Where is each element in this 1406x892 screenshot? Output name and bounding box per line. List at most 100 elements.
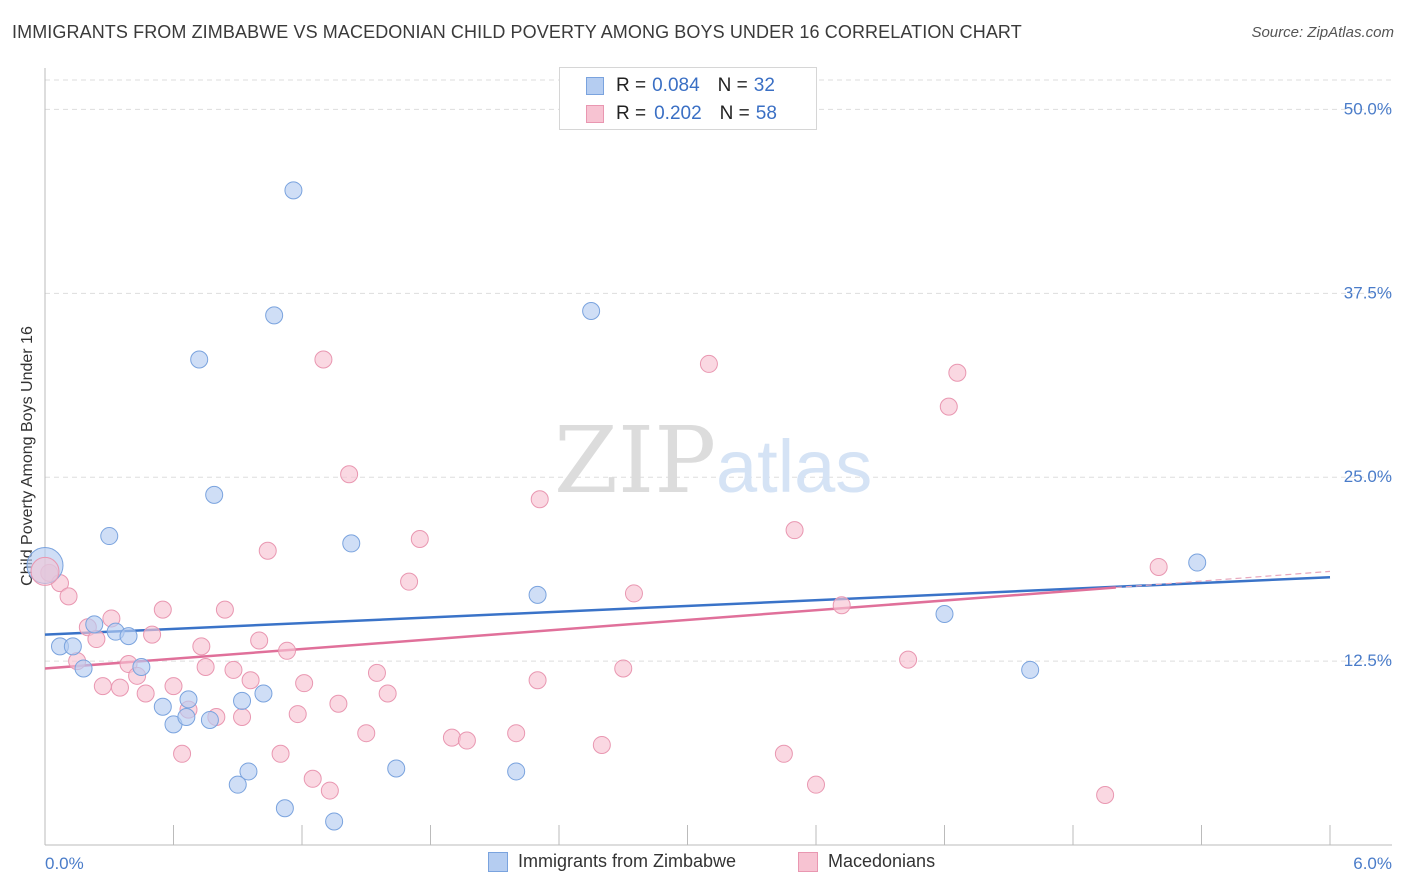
macedonians-point (233, 708, 252, 727)
zimbabwe-point (325, 812, 344, 831)
zimbabwe-point (528, 585, 547, 604)
y-tick-label: 37.5% (1344, 283, 1392, 302)
correlation-legend: R = 0.084 N = 32 R = 0.202 N = 58 (559, 67, 817, 130)
zimbabwe-point (153, 697, 172, 716)
y-tick-label: 50.0% (1344, 99, 1392, 118)
zimbabwe-point (100, 527, 119, 546)
legend-n-label: N = (719, 103, 750, 124)
watermark-zip: ZIP (554, 407, 716, 514)
macedonians-point (192, 637, 211, 656)
legend-item-macedonians[interactable]: Macedonians (798, 851, 935, 872)
macedonians-point (1149, 557, 1168, 576)
macedonians-point (357, 724, 376, 743)
macedonians-point (340, 465, 359, 484)
macedonians-point (258, 541, 277, 560)
macedonians-trend-extension (1115, 570, 1331, 589)
macedonians-point (250, 631, 269, 650)
legend-n-value: 32 (753, 75, 775, 96)
trend-lines (44, 570, 1331, 670)
zimbabwe-point (254, 684, 273, 703)
zimbabwe-point (233, 691, 252, 710)
legend-item-zimbabwe[interactable]: Immigrants from Zimbabwe (488, 851, 736, 872)
macedonians-point (507, 724, 526, 743)
legend-r-label: R = (616, 103, 647, 124)
macedonians-point (948, 363, 967, 382)
macedonians-point (278, 641, 297, 660)
zimbabwe-point (507, 762, 526, 781)
zimbabwe-point (342, 534, 361, 553)
zimbabwe-point (200, 710, 219, 729)
zimbabwe-trend-line (44, 576, 1331, 636)
macedonians-point (614, 659, 633, 678)
macedonians-point (378, 684, 397, 703)
macedonians-point (271, 744, 290, 763)
zimbabwe-point (63, 637, 82, 656)
legend-r-value: 0.202 (654, 103, 702, 124)
zimbabwe-point (190, 350, 209, 369)
legend-row-macedonians: R = 0.202 N = 58 (586, 101, 777, 127)
zimbabwe-point (387, 759, 406, 778)
macedonians-point (30, 556, 60, 586)
macedonians-point (530, 490, 549, 509)
series-legend: Immigrants from Zimbabwe Macedonians (0, 851, 1406, 877)
macedonians-point (87, 630, 106, 649)
macedonians-point (241, 671, 260, 690)
zimbabwe-point (275, 799, 294, 818)
watermark-atlas: atlas (716, 425, 872, 508)
source-label: Source: ZipAtlas.com (1251, 24, 1394, 41)
legend-label-macedonians: Macedonians (828, 851, 936, 871)
macedonians-point (785, 521, 804, 540)
macedonians-point (528, 671, 547, 690)
zimbabwe-point (935, 605, 954, 624)
zimbabwe-point (265, 306, 284, 325)
macedonians-point (136, 684, 155, 703)
zimbabwe-point (85, 615, 104, 634)
macedonians-trend-line (44, 586, 1116, 670)
zimbabwe-point (284, 181, 303, 200)
macedonians-point (143, 625, 162, 644)
macedonians-point (320, 781, 339, 800)
legend-swatch-zimbabwe (586, 77, 604, 95)
macedonians-point (400, 572, 419, 591)
macedonians-point (196, 657, 215, 676)
macedonians-point (442, 728, 461, 747)
legend-label-zimbabwe: Immigrants from Zimbabwe (518, 851, 737, 871)
tick-labels: 12.5% 25.0% 37.5% 50.0% 0.0% 6.0% (45, 99, 1392, 873)
axes (44, 68, 1392, 846)
macedonians-point (457, 731, 476, 750)
macedonians-point (110, 678, 129, 697)
macedonians-point (93, 677, 112, 696)
macedonians-point (164, 677, 183, 696)
legend-r-label: R = (616, 75, 647, 96)
zimbabwe-point (177, 708, 196, 727)
legend-swatch-macedonians (798, 851, 818, 872)
y-tick-label: 12.5% (1344, 651, 1392, 670)
legend-swatch-macedonians (586, 105, 604, 123)
legend-swatch-zimbabwe (488, 851, 508, 872)
macedonians-point (939, 397, 958, 416)
macedonians-point (153, 600, 172, 619)
chart-title: IMMIGRANTS FROM ZIMBABWE VS MACEDONIAN C… (12, 22, 1022, 42)
legend-n-label: N = (717, 75, 748, 96)
y-tick-label: 25.0% (1344, 467, 1392, 486)
macedonians-point (624, 584, 643, 603)
x-tick-label: 0.0% (45, 854, 84, 873)
legend-n-value: 58 (755, 103, 777, 124)
macedonians-point (288, 705, 307, 724)
legend-r-value: 0.084 (652, 75, 700, 96)
macedonians-point (1096, 785, 1115, 804)
zimbabwe-point (119, 627, 138, 646)
zimbabwe-point (205, 485, 224, 504)
macedonians-point (774, 744, 793, 763)
grid-lines (45, 79, 1392, 662)
macedonians-point (329, 694, 348, 713)
data-points (26, 181, 1207, 831)
macedonians-point (807, 775, 825, 794)
macedonians-point (173, 744, 192, 763)
macedonians-point (832, 596, 851, 615)
zimbabwe-point (1021, 660, 1040, 679)
macedonians-point (367, 663, 386, 682)
zimbabwe-point (179, 690, 198, 709)
macedonians-point (699, 354, 718, 373)
